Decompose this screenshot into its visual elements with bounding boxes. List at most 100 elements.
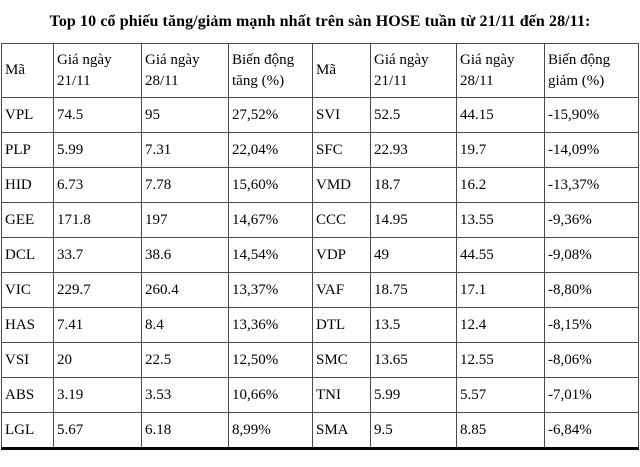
gain-change-cell: 8,99%: [228, 412, 313, 449]
loss-change-cell: -8,06%: [544, 342, 639, 378]
loss-price28-cell: 13.55: [456, 202, 545, 238]
loss-code-cell: CCC: [312, 202, 371, 238]
loss-price21-cell: 13.65: [370, 342, 457, 378]
gain-price21-cell: 6.73: [53, 167, 142, 203]
gain-price21-cell: 33.7: [53, 237, 142, 273]
gain-change-cell: 13,37%: [228, 272, 313, 308]
gain-price28-cell: 95: [141, 97, 229, 133]
gain-change-cell: 12,50%: [228, 342, 313, 378]
gain-change-cell: 15,60%: [228, 167, 313, 203]
loss-price28-cell: 5.57: [456, 377, 545, 413]
stock-change-table: Mã Giá ngày 21/11 Giá ngày 28/11 Biến độ…: [1, 43, 639, 450]
table-row: VSI 20 22.5 12,50% SMC 13.65 12.55 -8,06…: [1, 342, 639, 378]
gain-code-cell: ABS: [1, 377, 54, 413]
loss-price28-cell: 19.7: [456, 132, 545, 168]
loss-change-cell: -8,15%: [544, 307, 639, 343]
gain-change-cell: 14,67%: [228, 202, 313, 238]
gain-change-cell: 22,04%: [228, 132, 313, 168]
loss-price28-cell: 44.15: [456, 97, 545, 133]
gain-price21-cell: 20: [53, 342, 142, 378]
loss-code-cell: SFC: [312, 132, 371, 168]
gain-code-cell: LGL: [1, 412, 54, 449]
table-row: HAS 7.41 8.4 13,36% DTL 13.5 12.4 -8,15%: [1, 307, 639, 343]
table-row: DCL 33.7 38.6 14,54% VDP 49 44.55 -9,08%: [1, 237, 639, 273]
gain-price21-cell: 74.5: [53, 97, 142, 133]
gain-change-cell: 10,66%: [228, 377, 313, 413]
gain-price21-cell: 7.41: [53, 307, 142, 343]
gain-price21-cell: 3.19: [53, 377, 142, 413]
loss-code-cell: TNI: [312, 377, 371, 413]
header-loss-price-21-11: Giá ngày 21/11: [370, 43, 457, 98]
loss-change-cell: -6,84%: [544, 412, 639, 449]
table-row: ABS 3.19 3.53 10,66% TNI 5.99 5.57 -7,01…: [1, 377, 639, 413]
loss-code-cell: VDP: [312, 237, 371, 273]
gain-price28-cell: 7.78: [141, 167, 229, 203]
loss-price28-cell: 12.55: [456, 342, 545, 378]
loss-price28-cell: 44.55: [456, 237, 545, 273]
gain-code-cell: HID: [1, 167, 54, 203]
loss-change-cell: -15,90%: [544, 97, 639, 133]
gain-price21-cell: 5.67: [53, 412, 142, 449]
loss-price28-cell: 8.85: [456, 412, 545, 449]
table-row: HID 6.73 7.78 15,60% VMD 18.7 16.2 -13,3…: [1, 167, 639, 203]
loss-code-cell: VAF: [312, 272, 371, 308]
gain-price28-cell: 7.31: [141, 132, 229, 168]
gain-code-cell: VIC: [1, 272, 54, 308]
loss-price21-cell: 14.95: [370, 202, 457, 238]
gain-change-cell: 14,54%: [228, 237, 313, 273]
loss-price28-cell: 12.4: [456, 307, 545, 343]
loss-price21-cell: 18.7: [370, 167, 457, 203]
gain-price28-cell: 3.53: [141, 377, 229, 413]
loss-change-cell: -9,36%: [544, 202, 639, 238]
header-gain-price-28-11: Giá ngày 28/11: [141, 43, 229, 98]
gain-price28-cell: 38.6: [141, 237, 229, 273]
loss-code-cell: SMA: [312, 412, 371, 449]
loss-price21-cell: 18.75: [370, 272, 457, 308]
loss-change-cell: -9,08%: [544, 237, 639, 273]
gain-change-cell: 13,36%: [228, 307, 313, 343]
table-header-row: Mã Giá ngày 21/11 Giá ngày 28/11 Biến độ…: [1, 43, 639, 98]
loss-price21-cell: 9.5: [370, 412, 457, 449]
gain-price28-cell: 8.4: [141, 307, 229, 343]
header-loss-price-28-11: Giá ngày 28/11: [456, 43, 545, 98]
gain-code-cell: VSI: [1, 342, 54, 378]
loss-price21-cell: 13.5: [370, 307, 457, 343]
gain-change-cell: 27,52%: [228, 97, 313, 133]
loss-price21-cell: 52.5: [370, 97, 457, 133]
loss-price28-cell: 17.1: [456, 272, 545, 308]
gain-price28-cell: 260.4: [141, 272, 229, 308]
loss-price21-cell: 22.93: [370, 132, 457, 168]
gain-code-cell: HAS: [1, 307, 54, 343]
gain-price28-cell: 6.18: [141, 412, 229, 449]
gain-code-cell: PLP: [1, 132, 54, 168]
loss-price28-cell: 16.2: [456, 167, 545, 203]
gain-price21-cell: 5.99: [53, 132, 142, 168]
loss-price21-cell: 5.99: [370, 377, 457, 413]
gain-price21-cell: 229.7: [53, 272, 142, 308]
header-gain-change: Biến động tăng (%): [228, 43, 313, 98]
loss-change-cell: -13,37%: [544, 167, 639, 203]
header-gain-price-21-11: Giá ngày 21/11: [53, 43, 142, 98]
gain-code-cell: GEE: [1, 202, 54, 238]
gain-code-cell: VPL: [1, 97, 54, 133]
table-row: VPL 74.5 95 27,52% SVI 52.5 44.15 -15,90…: [1, 97, 639, 133]
header-loss-change: Biến động giảm (%): [544, 43, 639, 98]
table-row: GEE 171.8 197 14,67% CCC 14.95 13.55 -9,…: [1, 202, 639, 238]
loss-code-cell: VMD: [312, 167, 371, 203]
gain-price28-cell: 22.5: [141, 342, 229, 378]
table-row: PLP 5.99 7.31 22,04% SFC 22.93 19.7 -14,…: [1, 132, 639, 168]
gain-code-cell: DCL: [1, 237, 54, 273]
page-title: Top 10 cổ phiếu tăng/giảm mạnh nhất trên…: [49, 13, 591, 30]
loss-price21-cell: 49: [370, 237, 457, 273]
loss-code-cell: DTL: [312, 307, 371, 343]
loss-change-cell: -8,80%: [544, 272, 639, 308]
loss-change-cell: -7,01%: [544, 377, 639, 413]
loss-code-cell: SVI: [312, 97, 371, 133]
gain-price21-cell: 171.8: [53, 202, 142, 238]
gain-price28-cell: 197: [141, 202, 229, 238]
table-row: VIC 229.7 260.4 13,37% VAF 18.75 17.1 -8…: [1, 272, 639, 308]
loss-change-cell: -14,09%: [544, 132, 639, 168]
table-row: LGL 5.67 6.18 8,99% SMA 9.5 8.85 -6,84%: [1, 412, 639, 449]
header-loss-code: Mã: [312, 43, 371, 98]
header-gain-code: Mã: [1, 43, 54, 98]
